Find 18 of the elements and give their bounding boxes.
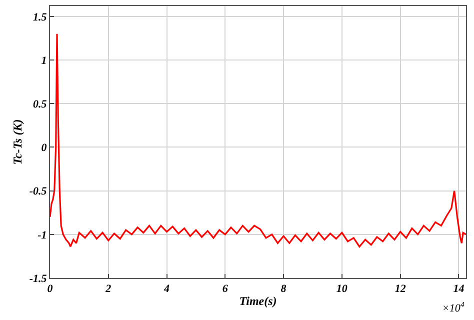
- y-tick-label: 0.5: [33, 98, 48, 110]
- line-series: [50, 33, 466, 248]
- x-tick-label: 8: [280, 283, 287, 296]
- x-tick-label: 2: [104, 283, 112, 296]
- y-tick-label: -1.5: [29, 272, 48, 285]
- y-tick-label: -1: [38, 229, 47, 242]
- x-tick-label: 4: [163, 283, 170, 296]
- y-tick-label: 1.5: [33, 11, 48, 24]
- text: ×10$^{4}$: [442, 300, 464, 315]
- x-tick-label: 14: [453, 283, 465, 296]
- x-tick-label: 6: [222, 283, 228, 296]
- x-tick-label: 10: [336, 283, 348, 296]
- x-axis-title: Time(s): [239, 294, 277, 308]
- y-axis-title: Tc-Ts (K): [10, 119, 25, 165]
- y-tick-label: -0.5: [29, 186, 48, 198]
- x-tick-label: 12: [394, 283, 406, 296]
- y-tick-label: 0: [41, 142, 48, 154]
- y-tick-label: 1: [41, 54, 47, 67]
